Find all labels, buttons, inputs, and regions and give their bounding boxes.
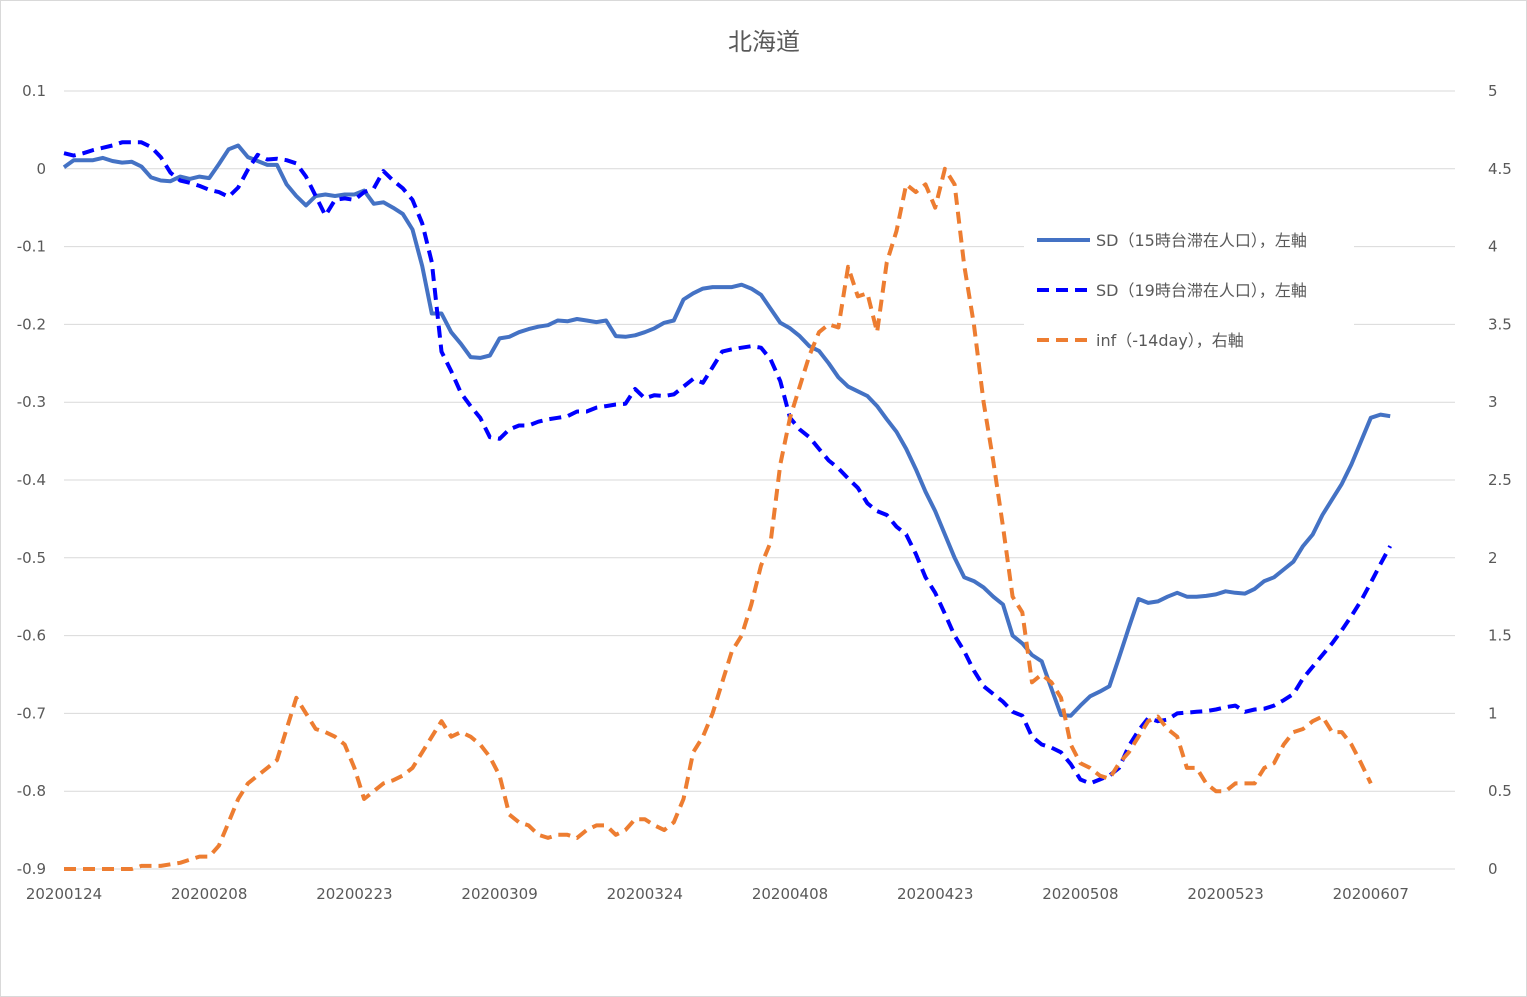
left-axis-tick-label: -0.2 xyxy=(17,315,46,333)
x-axis-tick-label: 20200324 xyxy=(607,885,683,903)
grid-layer xyxy=(64,90,1455,870)
legend-label-1: SD（15時台滞在人口），左軸 xyxy=(1096,231,1307,250)
right-axis-tick-label: 3 xyxy=(1488,393,1498,411)
x-axis: 20200124 20200208 20200223 20200309 20200324… xyxy=(26,885,1409,903)
x-axis-tick-label: 20200408 xyxy=(752,885,828,903)
left-axis: 0.1 0 -0.1 -0.2 -0.3 -0.4 -0.5 -0.6 -0.7 -0.8 -0.9 xyxy=(17,82,46,878)
left-axis-tick-label: -0.6 xyxy=(17,627,46,645)
right-axis: 5 4.5 4 3.5 3 2.5 2 1.5 1 0.5 0 xyxy=(1488,82,1512,878)
x-axis-tick-label: 20200423 xyxy=(897,885,973,903)
legend-label-2: SD（19時台滞在人口），左軸 xyxy=(1096,281,1307,300)
chart-title: 北海道 xyxy=(728,28,800,56)
x-axis-tick-label: 20200208 xyxy=(171,885,247,903)
right-axis-tick-label: 4 xyxy=(1488,238,1498,256)
x-axis-tick-label: 20200223 xyxy=(316,885,392,903)
legend: SD（15時台滞在人口），左軸 SD（19時台滞在人口），左軸 inf（-14day… xyxy=(1024,216,1354,376)
left-axis-tick-label: -0.4 xyxy=(17,471,46,489)
left-axis-tick-label: 0 xyxy=(36,160,46,178)
series-line-3 xyxy=(64,166,1373,871)
right-axis-tick-label: 3.5 xyxy=(1488,315,1512,333)
left-axis-tick-label: -0.1 xyxy=(17,238,46,256)
right-axis-tick-label: 0 xyxy=(1488,860,1498,878)
left-axis-tick-label: -0.7 xyxy=(17,704,46,722)
legend-label-3: inf（-14day），右軸 xyxy=(1096,331,1244,350)
right-axis-tick-label: 4.5 xyxy=(1488,160,1512,178)
x-axis-tick-label: 20200124 xyxy=(26,885,102,903)
series-layer xyxy=(62,140,1392,871)
right-axis-tick-label: 0.5 xyxy=(1488,782,1512,800)
x-axis-tick-label: 20200607 xyxy=(1333,885,1409,903)
x-axis-tick-label: 20200309 xyxy=(461,885,537,903)
legend-background xyxy=(1024,216,1354,376)
left-axis-tick-label: -0.8 xyxy=(17,782,46,800)
series-line-2 xyxy=(63,140,1392,786)
right-axis-tick-label: 1 xyxy=(1488,704,1498,722)
series-line-1 xyxy=(62,143,1391,718)
x-axis-tick-label: 20200523 xyxy=(1187,885,1263,903)
right-axis-tick-label: 5 xyxy=(1488,82,1498,100)
right-axis-tick-label: 2 xyxy=(1488,549,1498,567)
right-axis-tick-label: 2.5 xyxy=(1488,471,1512,489)
left-axis-tick-label: -0.9 xyxy=(17,860,46,878)
left-axis-tick-label: -0.3 xyxy=(17,393,46,411)
right-axis-tick-label: 1.5 xyxy=(1488,627,1512,645)
x-axis-tick-label: 20200508 xyxy=(1042,885,1118,903)
left-axis-tick-label: 0.1 xyxy=(22,82,46,100)
left-axis-tick-label: -0.5 xyxy=(17,549,46,567)
